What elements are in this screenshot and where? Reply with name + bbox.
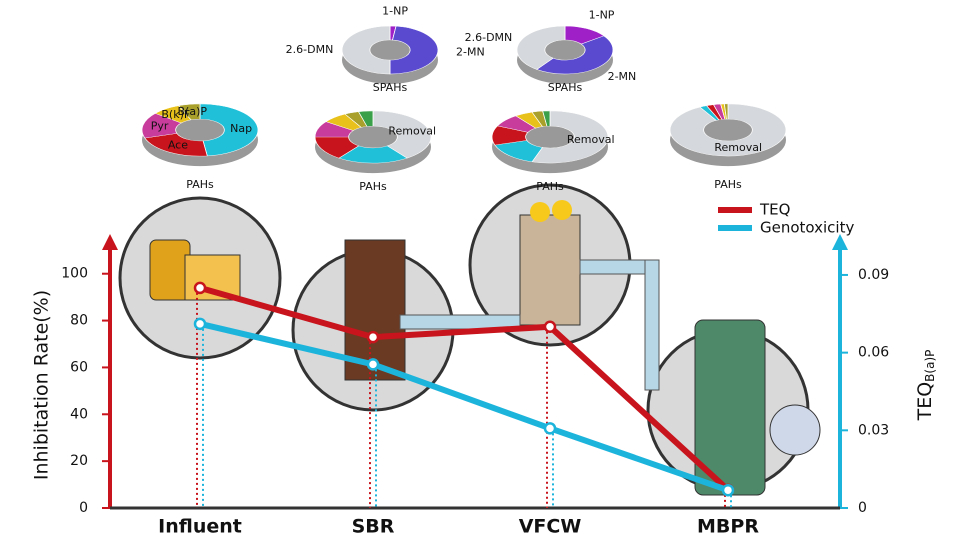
legend-label: Genotoxicity [760, 219, 854, 237]
y-tick-label: 80 [70, 313, 88, 329]
legend-label: TEQ [759, 201, 790, 219]
donut-label: Nap [230, 122, 252, 135]
x-tick-label: Influent [158, 516, 242, 538]
x-tick-label: VFCW [519, 516, 582, 538]
y2-axis-label-sub: B(a)P [923, 350, 937, 382]
y2-axis-label-main: TEQ [914, 382, 936, 422]
point [543, 422, 557, 435]
donut-segment [178, 103, 201, 121]
donut-segment [542, 110, 551, 127]
y-axis-arrow [102, 234, 118, 250]
donut [341, 25, 439, 75]
donut-label: B(k)F [161, 108, 190, 121]
vfcw-column [519, 214, 581, 326]
y2-tick-label: 0.09 [858, 267, 889, 283]
donut-title: SPAHs [548, 81, 583, 94]
flower [552, 200, 572, 220]
donut-label: Removal [567, 133, 615, 146]
pipe [644, 259, 660, 391]
donut-title: PAHs [186, 178, 214, 191]
donut [314, 110, 432, 164]
point [543, 320, 557, 333]
donut-segment [669, 103, 787, 157]
tank-icon [149, 239, 191, 301]
point [721, 483, 735, 497]
donut-segment [516, 25, 566, 70]
point [366, 358, 380, 371]
donut-title: PAHs [359, 180, 387, 193]
y-tick-label: 40 [70, 406, 88, 422]
donut-title: SPAHs [373, 81, 408, 94]
y-tick-label: 0 [79, 500, 88, 516]
y-axis-label: Inhibitation Rate(%) [31, 290, 53, 480]
pipe [579, 259, 651, 275]
donut-label: 1-NP [382, 5, 408, 18]
y-tick-label: 100 [61, 266, 88, 282]
donut-label: 2.6-DMN [286, 43, 334, 56]
y-tick-label: 20 [70, 453, 88, 469]
donut-label: Ace [168, 139, 188, 152]
donut [141, 103, 259, 157]
donut [516, 25, 614, 75]
donut-segment [723, 103, 729, 120]
sbr-reactor [344, 239, 406, 381]
donut-segment [341, 25, 391, 75]
y2-axis-label: TEQB(a)P [914, 350, 937, 422]
microbe-icon [769, 404, 821, 456]
series-line [199, 285, 731, 493]
y2-axis-arrow [832, 234, 848, 250]
donut-label: 2-MN [608, 70, 637, 83]
point [193, 281, 207, 295]
donut-label: Pyr [151, 120, 169, 133]
donut-label: Removal [388, 124, 436, 137]
y2-tick-label: 0.03 [858, 422, 889, 438]
donut-title: PAHs [714, 178, 742, 191]
donut-label: 1-NP [589, 9, 615, 22]
y2-tick-label: 0.06 [858, 345, 889, 361]
donut-label: Removal [714, 141, 762, 154]
donut-segment [372, 110, 432, 159]
x-tick-label: SBR [352, 516, 395, 538]
y2-tick-label: 0 [858, 500, 867, 516]
donut [669, 103, 787, 157]
donut-label: 2-MN [456, 45, 485, 58]
decor [118, 183, 821, 496]
donut-segment [358, 110, 374, 127]
series-line [199, 320, 729, 494]
donut [491, 110, 609, 164]
flower [530, 202, 550, 222]
y-tick-label: 60 [70, 359, 88, 375]
point [193, 317, 207, 331]
donut-segment [531, 110, 609, 164]
x-tick-label: MBPR [697, 516, 759, 538]
donut-segment [536, 35, 614, 75]
donut-label: 2.6-DMN [465, 31, 513, 44]
donut-segment [199, 103, 259, 157]
donut-title: PAHs [536, 180, 564, 193]
donut-segment [389, 25, 439, 75]
point [366, 330, 380, 344]
donut-label: B(a)P [178, 105, 208, 118]
